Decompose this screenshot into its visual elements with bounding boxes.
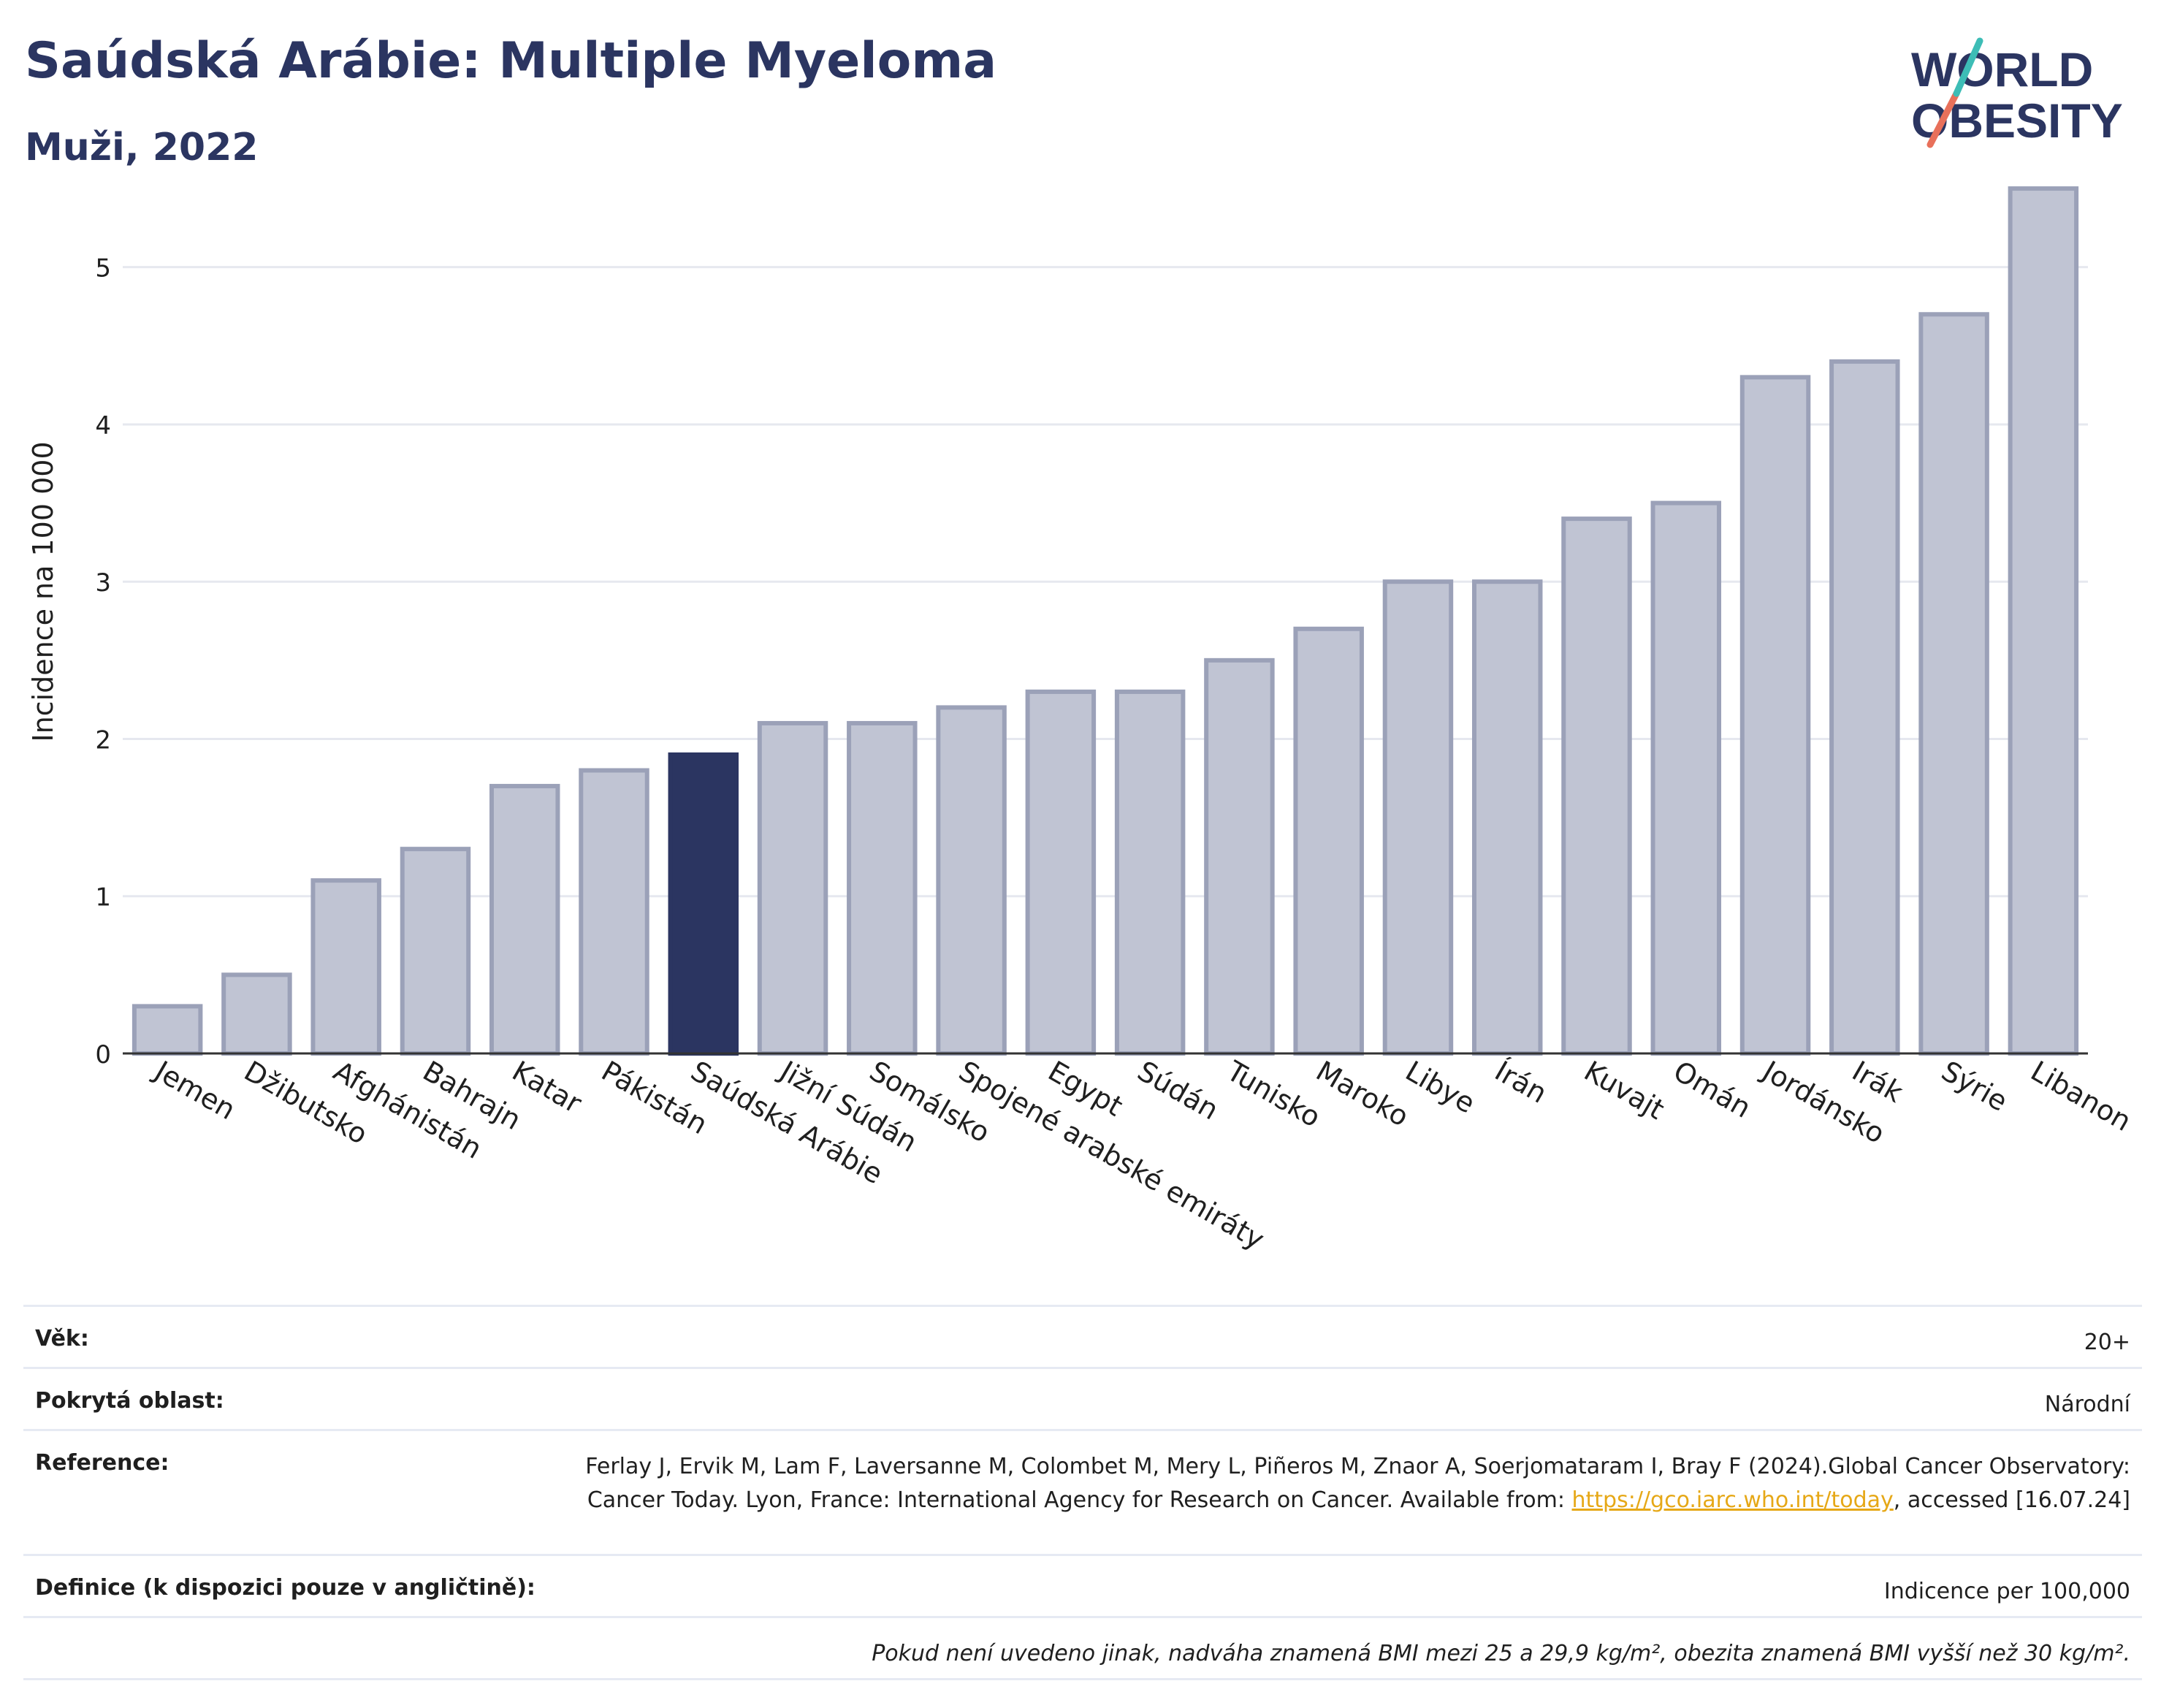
bar-bahrajn	[400, 847, 471, 1056]
bar-írán	[1471, 579, 1543, 1056]
bar-kuvajt	[1561, 516, 1632, 1056]
bar-somálsko	[847, 720, 918, 1056]
y-tick-label: 2	[95, 725, 111, 755]
bar-džibutsko	[221, 972, 292, 1056]
bar-egypt	[1025, 689, 1097, 1056]
bar-libye	[1382, 579, 1454, 1056]
world-obesity-logo: WORLD OBESITY	[1911, 37, 2123, 148]
bar-spojené-arabské-emiráty	[936, 705, 1007, 1056]
footer-row-definition: Definice (k dispozici pouze v angličtině…	[23, 1554, 2142, 1616]
footer-row-note: Pokud není uvedeno jinak, nadváha znamen…	[23, 1616, 2142, 1680]
footer-row-coverage: Pokrytá oblast: Národní	[23, 1367, 2142, 1429]
bar-maroko	[1293, 626, 1364, 1056]
logo-slash-lower	[1926, 90, 1960, 148]
y-tick-label: 1	[95, 883, 111, 912]
bar-jordánsko	[1739, 375, 1811, 1056]
bars	[132, 186, 2079, 1056]
logo-line1: WORLD	[1911, 42, 2093, 96]
footer-row-reference: Reference: Ferlay J, Ervik M, Lam F, Lav…	[23, 1429, 2142, 1554]
footer-value: Ferlay J, Ervik M, Lam F, Laversanne M, …	[567, 1450, 2130, 1517]
bar-jemen	[132, 1004, 203, 1056]
bar-katar	[489, 784, 560, 1056]
x-tick-label: Súdán	[1132, 1055, 1224, 1126]
y-tick-label: 5	[95, 254, 111, 283]
footer-label: Reference:	[35, 1450, 169, 1476]
y-axis-ticks: 0 1 2 3 4 5	[95, 254, 111, 1070]
logo-line2: OBESITY	[1911, 94, 2123, 148]
footer-note: Pokud není uvedeno jinak, nadváha znamen…	[872, 1641, 2130, 1666]
x-tick-label: Tunisko	[1221, 1054, 1326, 1134]
y-tick-label: 4	[95, 411, 111, 441]
bar-omán	[1650, 500, 1722, 1056]
y-tick-label: 0	[95, 1040, 111, 1070]
bar-jižní-súdán	[757, 720, 828, 1056]
logo-slash-upper	[1953, 37, 1983, 97]
chart-subtitle: Muži, 2022	[25, 126, 259, 169]
reference-link[interactable]: https://gco.iarc.who.int/today	[1571, 1487, 1894, 1513]
chart-title: Saúdská Arábie: Multiple Myeloma	[25, 32, 997, 90]
x-tick-label: Sýrie	[1936, 1055, 2013, 1118]
footer-value: Národní	[2044, 1392, 2130, 1417]
bar-sýrie	[1918, 312, 1989, 1056]
x-tick-label: Maroko	[1311, 1055, 1414, 1133]
x-tick-label: Libye	[1400, 1055, 1480, 1120]
bar-súdán	[1114, 689, 1186, 1056]
footer-row-age: Věk: 20+	[23, 1305, 2142, 1367]
bar-tunisko	[1204, 657, 1275, 1056]
x-tick-label: Irák	[1847, 1055, 1908, 1109]
bar-libanon	[2008, 186, 2079, 1056]
footer-value: 20+	[2084, 1330, 2130, 1355]
x-tick-label: Jemen	[148, 1054, 241, 1126]
bar-irák	[1829, 359, 1900, 1056]
y-axis-label: Incidence na 100 000	[27, 441, 59, 741]
footer-value: Indicence per 100,000	[1883, 1579, 2130, 1604]
footer-label: Pokrytá oblast:	[35, 1388, 224, 1414]
metadata-table: Věk: 20+ Pokrytá oblast: Národní Referen…	[23, 1305, 2142, 1680]
x-tick-label: Omán	[1668, 1055, 1756, 1124]
reference-accessed: , accessed [16.07.24]	[1893, 1487, 2130, 1513]
reference-text: Ferlay J, Ervik M, Lam F, Laversanne M, …	[585, 1454, 2130, 1513]
x-tick-label: Libanon	[2025, 1055, 2136, 1137]
bar-chart: 0 1 2 3 4 5 JemenDžibutskoAfghánistánBahrajnK…	[27, 186, 2137, 1256]
bar-afghánistán	[310, 878, 381, 1056]
footer-label: Věk:	[35, 1326, 89, 1351]
y-tick-label: 3	[95, 568, 111, 598]
footer-label: Definice (k dispozici pouze v angličtině…	[35, 1575, 536, 1601]
x-tick-label: Kuvajt	[1579, 1055, 1669, 1126]
x-tick-label: Írán	[1490, 1055, 1552, 1110]
bar-pákistán	[579, 768, 649, 1056]
bar-saúdská-arábie	[668, 752, 739, 1056]
